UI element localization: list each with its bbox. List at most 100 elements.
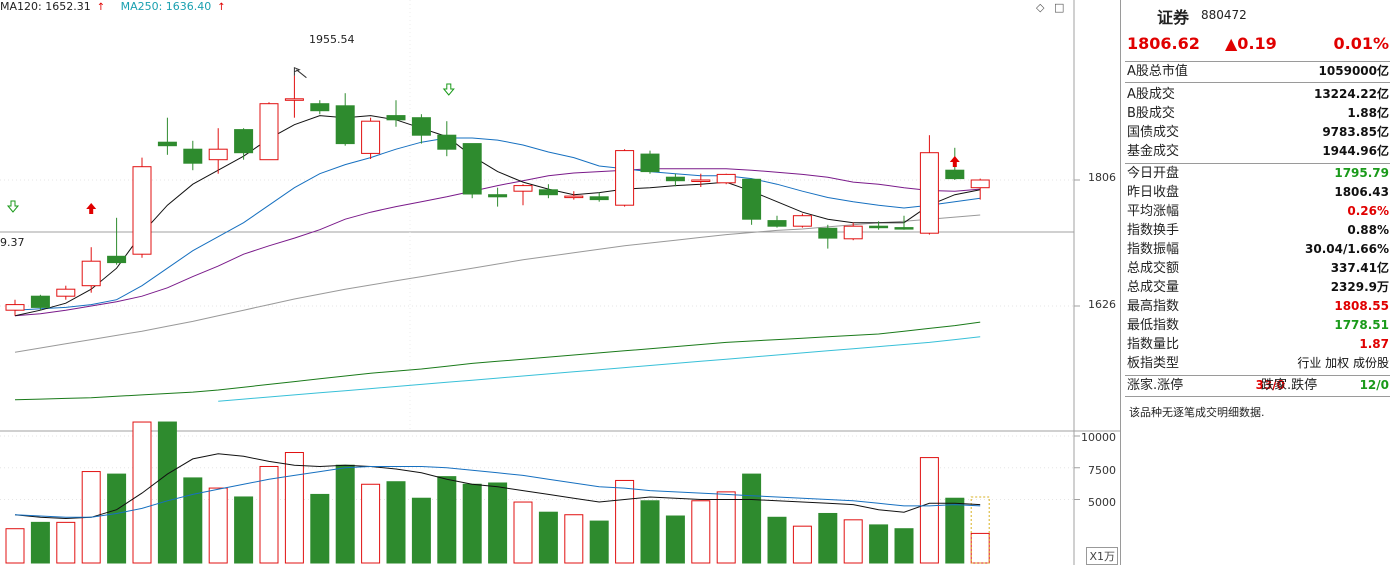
- quote-row-value: 337.41亿: [1330, 261, 1389, 275]
- diamond-icon[interactable]: ◇: [1036, 1, 1045, 14]
- quote-row-label: 指数量比: [1127, 337, 1180, 352]
- quote-row: 最高指数 1808.55: [1127, 297, 1389, 316]
- kline-chart-area[interactable]: MA120: 1652.31 ↑ MA250: 1636.40 ↑ ◇ □ 1806…: [0, 0, 1120, 565]
- candle-up: [361, 120, 381, 154]
- quote-row-label: 昨日收盘: [1127, 185, 1180, 200]
- rise-count-label: 涨家.涨停: [1127, 378, 1184, 393]
- candle-down: [437, 134, 457, 150]
- ma250-arrow-icon: ↑: [217, 2, 226, 13]
- candle-down: [107, 255, 127, 264]
- candle-up: [208, 148, 228, 161]
- candle-down: [869, 225, 889, 229]
- ma-teal-line: [218, 336, 981, 402]
- current-volume-outline: [970, 496, 990, 564]
- volume-bar-up: [5, 528, 25, 564]
- volume-bar-up: [361, 483, 381, 564]
- candle-up: [919, 152, 939, 234]
- quote-row-value[interactable]: 行业 加权 成份股: [1297, 356, 1389, 370]
- candle-up: [81, 260, 101, 287]
- buy-signal-arrow-icon: [86, 203, 97, 214]
- tick-data-notice: 该品种无逐笔成交明细数据.: [1129, 406, 1265, 419]
- volume-bar-down: [462, 483, 482, 564]
- quote-row-label: 指数振幅: [1127, 242, 1180, 257]
- quote-row: 总成交额 337.41亿: [1127, 259, 1389, 278]
- quote-row-value: 1778.51: [1334, 318, 1389, 332]
- volume-bar-down: [640, 500, 660, 564]
- candle-down: [640, 153, 660, 173]
- volume-bar-down: [107, 473, 127, 564]
- volume-bar-down: [818, 512, 838, 564]
- volume-bar-up: [716, 491, 736, 564]
- candle-down: [488, 194, 508, 198]
- volume-bar-up: [259, 465, 279, 564]
- security-code: 880472: [1201, 8, 1247, 22]
- volume-bar-down: [234, 496, 254, 564]
- candle-down: [538, 189, 558, 196]
- kline-chart-svg[interactable]: [0, 0, 1120, 565]
- volume-bar-down: [665, 515, 685, 564]
- sell-signal-arrow-icon: [442, 83, 455, 96]
- panel-divider: [1125, 61, 1390, 62]
- volume-bar-down: [310, 493, 330, 564]
- candle-down: [310, 103, 330, 112]
- volume-bar-down: [411, 497, 431, 564]
- candle-up: [691, 179, 711, 182]
- volume-bar-down: [742, 473, 762, 564]
- candle-up: [843, 225, 863, 240]
- volume-bar-up: [615, 479, 635, 564]
- volume-axis-label-7500: 7500: [1088, 464, 1116, 477]
- price-axis-label-1626: 1626: [1088, 298, 1116, 311]
- quote-row-value: 9783.85亿: [1322, 125, 1389, 139]
- quote-row-value: 13224.22亿: [1313, 87, 1389, 101]
- volume-bar-down: [157, 421, 177, 564]
- volume-bar-down: [488, 482, 508, 564]
- quote-row: 基金成交 1944.96亿: [1127, 142, 1389, 161]
- quote-row-value: 1.87: [1359, 337, 1389, 351]
- quote-row: A股成交 13224.22亿: [1127, 85, 1389, 104]
- ma250-legend: MA250: 1636.40 ↑: [121, 0, 232, 13]
- candle-down: [665, 176, 685, 182]
- candle-down: [386, 115, 406, 121]
- volume-bar-down: [894, 528, 914, 564]
- volume-bar-up: [691, 500, 711, 564]
- candle-up: [970, 179, 990, 189]
- candle-down: [742, 178, 762, 220]
- chart-toolbar: ◇ □: [1036, 1, 1070, 14]
- quote-row-value: 2329.9万: [1330, 280, 1389, 294]
- candle-down: [411, 117, 431, 136]
- quote-row-value: 0.88%: [1347, 223, 1389, 237]
- quote-row-label: 平均涨幅: [1127, 204, 1180, 219]
- volume-bar-down: [945, 497, 965, 564]
- quote-row: B股成交 1.88亿: [1127, 104, 1389, 123]
- candle-down: [589, 196, 609, 201]
- quote-row-label: 总成交额: [1127, 261, 1180, 276]
- quote-row: 平均涨幅 0.26%: [1127, 202, 1389, 221]
- quote-row-label: 总成交量: [1127, 280, 1180, 295]
- peak-marker-leader: [296, 69, 307, 79]
- candle-up: [792, 215, 812, 227]
- volume-ma-long-line: [14, 466, 981, 518]
- quote-row-label: A股成交: [1127, 87, 1175, 102]
- quote-row-value: 1808.55: [1334, 299, 1389, 313]
- volume-bar-up: [970, 532, 990, 564]
- quote-row: 最低指数 1778.51: [1127, 316, 1389, 335]
- candle-up: [56, 288, 76, 297]
- quote-row: 指数换手 0.88%: [1127, 221, 1389, 240]
- candle-down: [183, 148, 203, 164]
- quote-row-label: 板指类型: [1127, 356, 1180, 371]
- quote-row-label: A股总市值: [1127, 64, 1188, 79]
- candle-up: [132, 166, 152, 255]
- candle-down: [894, 227, 914, 230]
- candle-down: [945, 169, 965, 180]
- volume-axis-label-5000: 5000: [1088, 496, 1116, 509]
- candle-up: [259, 103, 279, 161]
- volume-bar-up: [919, 457, 939, 564]
- volume-ma-short-line: [14, 453, 981, 520]
- candle-up: [513, 185, 533, 192]
- peak-price-label: 1955.54: [309, 33, 355, 46]
- volume-bar-up: [56, 521, 76, 564]
- square-icon[interactable]: □: [1053, 1, 1065, 14]
- volume-bar-down: [335, 464, 355, 564]
- volume-bar-down: [183, 477, 203, 564]
- quote-row-label: B股成交: [1127, 106, 1175, 121]
